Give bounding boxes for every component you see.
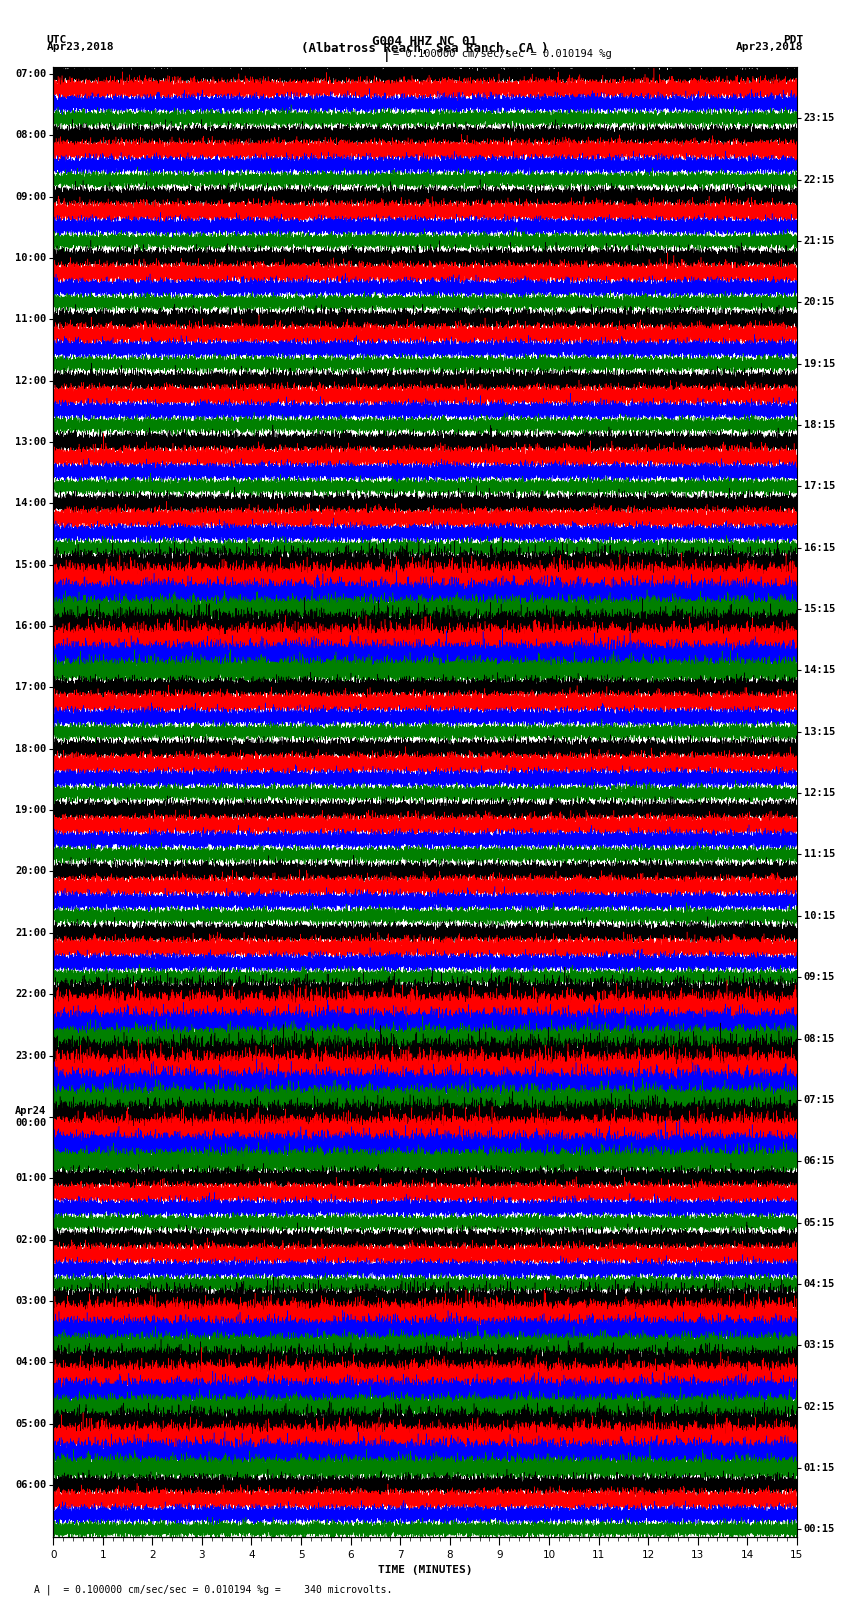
Text: |: |	[383, 50, 390, 63]
Text: PDT: PDT	[783, 35, 803, 45]
Text: G004 HHZ NC 01: G004 HHZ NC 01	[372, 35, 478, 48]
Text: Apr23,2018: Apr23,2018	[47, 42, 114, 52]
Text: A |  = 0.100000 cm/sec/sec = 0.010194 %g =    340 microvolts.: A | = 0.100000 cm/sec/sec = 0.010194 %g …	[34, 1584, 393, 1595]
Text: (Albatross Reach, Sea Ranch, CA ): (Albatross Reach, Sea Ranch, CA )	[301, 42, 549, 55]
Text: UTC: UTC	[47, 35, 67, 45]
Text: = 0.100000 cm/sec/sec = 0.010194 %g: = 0.100000 cm/sec/sec = 0.010194 %g	[393, 50, 611, 60]
Text: Apr23,2018: Apr23,2018	[736, 42, 803, 52]
X-axis label: TIME (MINUTES): TIME (MINUTES)	[377, 1566, 473, 1576]
